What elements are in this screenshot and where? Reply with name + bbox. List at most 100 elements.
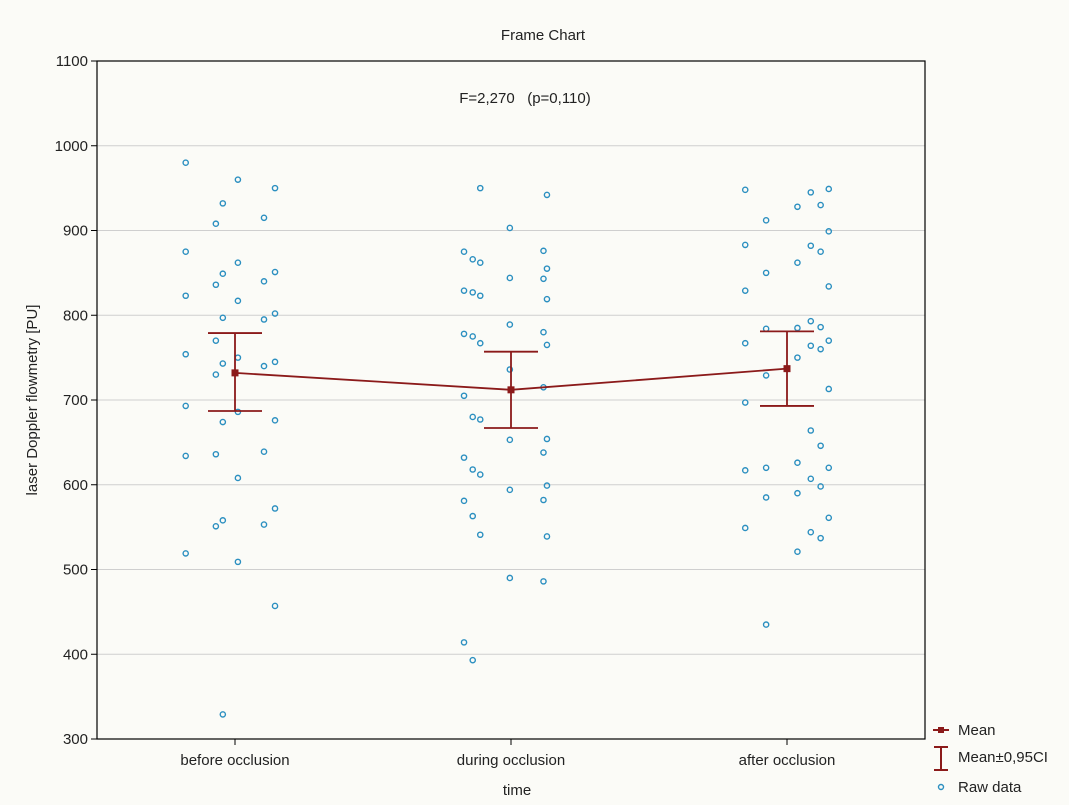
raw-data-point <box>794 459 801 467</box>
y-tick-label: 700 <box>63 392 88 409</box>
raw-data-point <box>540 449 547 456</box>
raw-data-point <box>476 339 484 347</box>
mean-marker <box>783 365 791 373</box>
raw-data-point <box>794 259 801 267</box>
raw-data-point <box>825 228 833 235</box>
raw-data-point <box>825 514 833 522</box>
y-tick-label: 800 <box>63 307 88 324</box>
chart-title: Frame Chart <box>501 27 586 44</box>
raw-data-point <box>271 184 279 192</box>
raw-data-point <box>182 402 189 410</box>
raw-data-point <box>212 371 220 378</box>
raw-data-point <box>807 242 815 250</box>
mean-marker <box>507 386 515 394</box>
raw-data-point <box>543 265 551 272</box>
raw-data-point <box>741 399 749 406</box>
raw-data-point <box>234 558 242 566</box>
raw-data-point <box>476 471 484 478</box>
raw-data-point <box>260 316 268 323</box>
raw-data-point <box>543 482 551 489</box>
raw-data-point <box>219 270 227 278</box>
plot-area: 300 400 500 600 700 800 900 1000 1100 before occl… <box>55 53 926 769</box>
raw-data-point <box>741 524 749 532</box>
mean-marker <box>231 369 239 377</box>
raw-data-point <box>540 496 547 504</box>
raw-data-point <box>807 189 815 196</box>
raw-data-point <box>506 574 514 582</box>
raw-data-point <box>476 531 484 539</box>
raw-data-point <box>807 317 815 325</box>
x-tick-label: after occlusion <box>739 752 836 769</box>
raw-data-point <box>271 602 279 610</box>
raw-data-point <box>506 274 514 282</box>
raw-data-point <box>182 350 189 358</box>
raw-data-point <box>807 427 815 434</box>
raw-data-point <box>807 342 815 350</box>
raw-data-point <box>817 442 824 450</box>
raw-data-point <box>540 247 547 255</box>
raw-data-point <box>234 259 242 267</box>
raw-data-point <box>807 475 815 483</box>
raw-data-point <box>540 275 547 283</box>
raw-data-point <box>219 418 227 426</box>
raw-data-point <box>762 372 770 379</box>
raw-data-point <box>469 656 477 664</box>
raw-data-point <box>794 203 801 211</box>
raw-data-point <box>212 281 220 289</box>
raw-data-point <box>741 186 749 194</box>
raw-data-point <box>271 358 279 366</box>
raw-data-point <box>794 548 801 556</box>
legend-mean-marker <box>938 727 944 733</box>
raw-data-point <box>817 534 824 542</box>
raw-data-point <box>234 176 242 183</box>
raw-data-point <box>234 297 242 305</box>
raw-data-point <box>234 474 242 482</box>
raw-data-point <box>762 269 770 277</box>
raw-data-point <box>182 292 189 300</box>
raw-data-point <box>741 287 749 294</box>
raw-data-point <box>794 354 801 361</box>
y-tick-label: 600 <box>63 477 88 494</box>
raw-data-point <box>476 292 484 300</box>
raw-data-point <box>506 436 514 444</box>
raw-data-point <box>460 287 468 294</box>
raw-data-point <box>825 337 833 344</box>
raw-data-point <box>260 362 268 370</box>
raw-data-point <box>260 448 268 455</box>
raw-data-point <box>260 278 268 285</box>
raw-data-point <box>543 533 551 540</box>
raw-data-point <box>506 486 514 494</box>
raw-data-point <box>476 259 484 267</box>
raw-data-point <box>476 184 484 192</box>
raw-data-point <box>741 241 749 249</box>
raw-data-point <box>271 310 279 317</box>
raw-data-point <box>825 464 833 472</box>
raw-data-point <box>469 289 477 296</box>
raw-data-point <box>540 328 547 336</box>
raw-data-point <box>271 417 279 424</box>
raw-data-point <box>460 392 468 400</box>
y-tick-label: 1000 <box>55 138 88 155</box>
y-tick-label: 400 <box>63 646 88 663</box>
y-tick-label: 1100 <box>56 53 88 70</box>
y-tick-label: 900 <box>63 223 88 240</box>
raw-data-point <box>219 200 227 207</box>
raw-data-point <box>807 528 815 536</box>
raw-data-point <box>469 333 477 340</box>
raw-data-point <box>506 224 514 232</box>
raw-data-point <box>825 185 833 193</box>
raw-data-point <box>543 191 551 199</box>
raw-data-point <box>469 256 477 263</box>
raw-data-point <box>212 450 220 458</box>
y-axis-label: laser Doppler flowmetry [PU] <box>24 305 41 496</box>
legend: Mean Mean±0,95CI Raw data <box>933 722 1048 796</box>
raw-data-point <box>817 201 824 209</box>
raw-data-point <box>762 217 770 224</box>
raw-data-point <box>476 416 484 423</box>
x-axis-label: time <box>503 782 531 799</box>
raw-data-point <box>540 578 547 585</box>
raw-data-point <box>182 159 189 166</box>
f-statistic-annotation: F=2,270 (p=0,110) <box>459 90 590 107</box>
raw-data-point <box>182 248 189 255</box>
